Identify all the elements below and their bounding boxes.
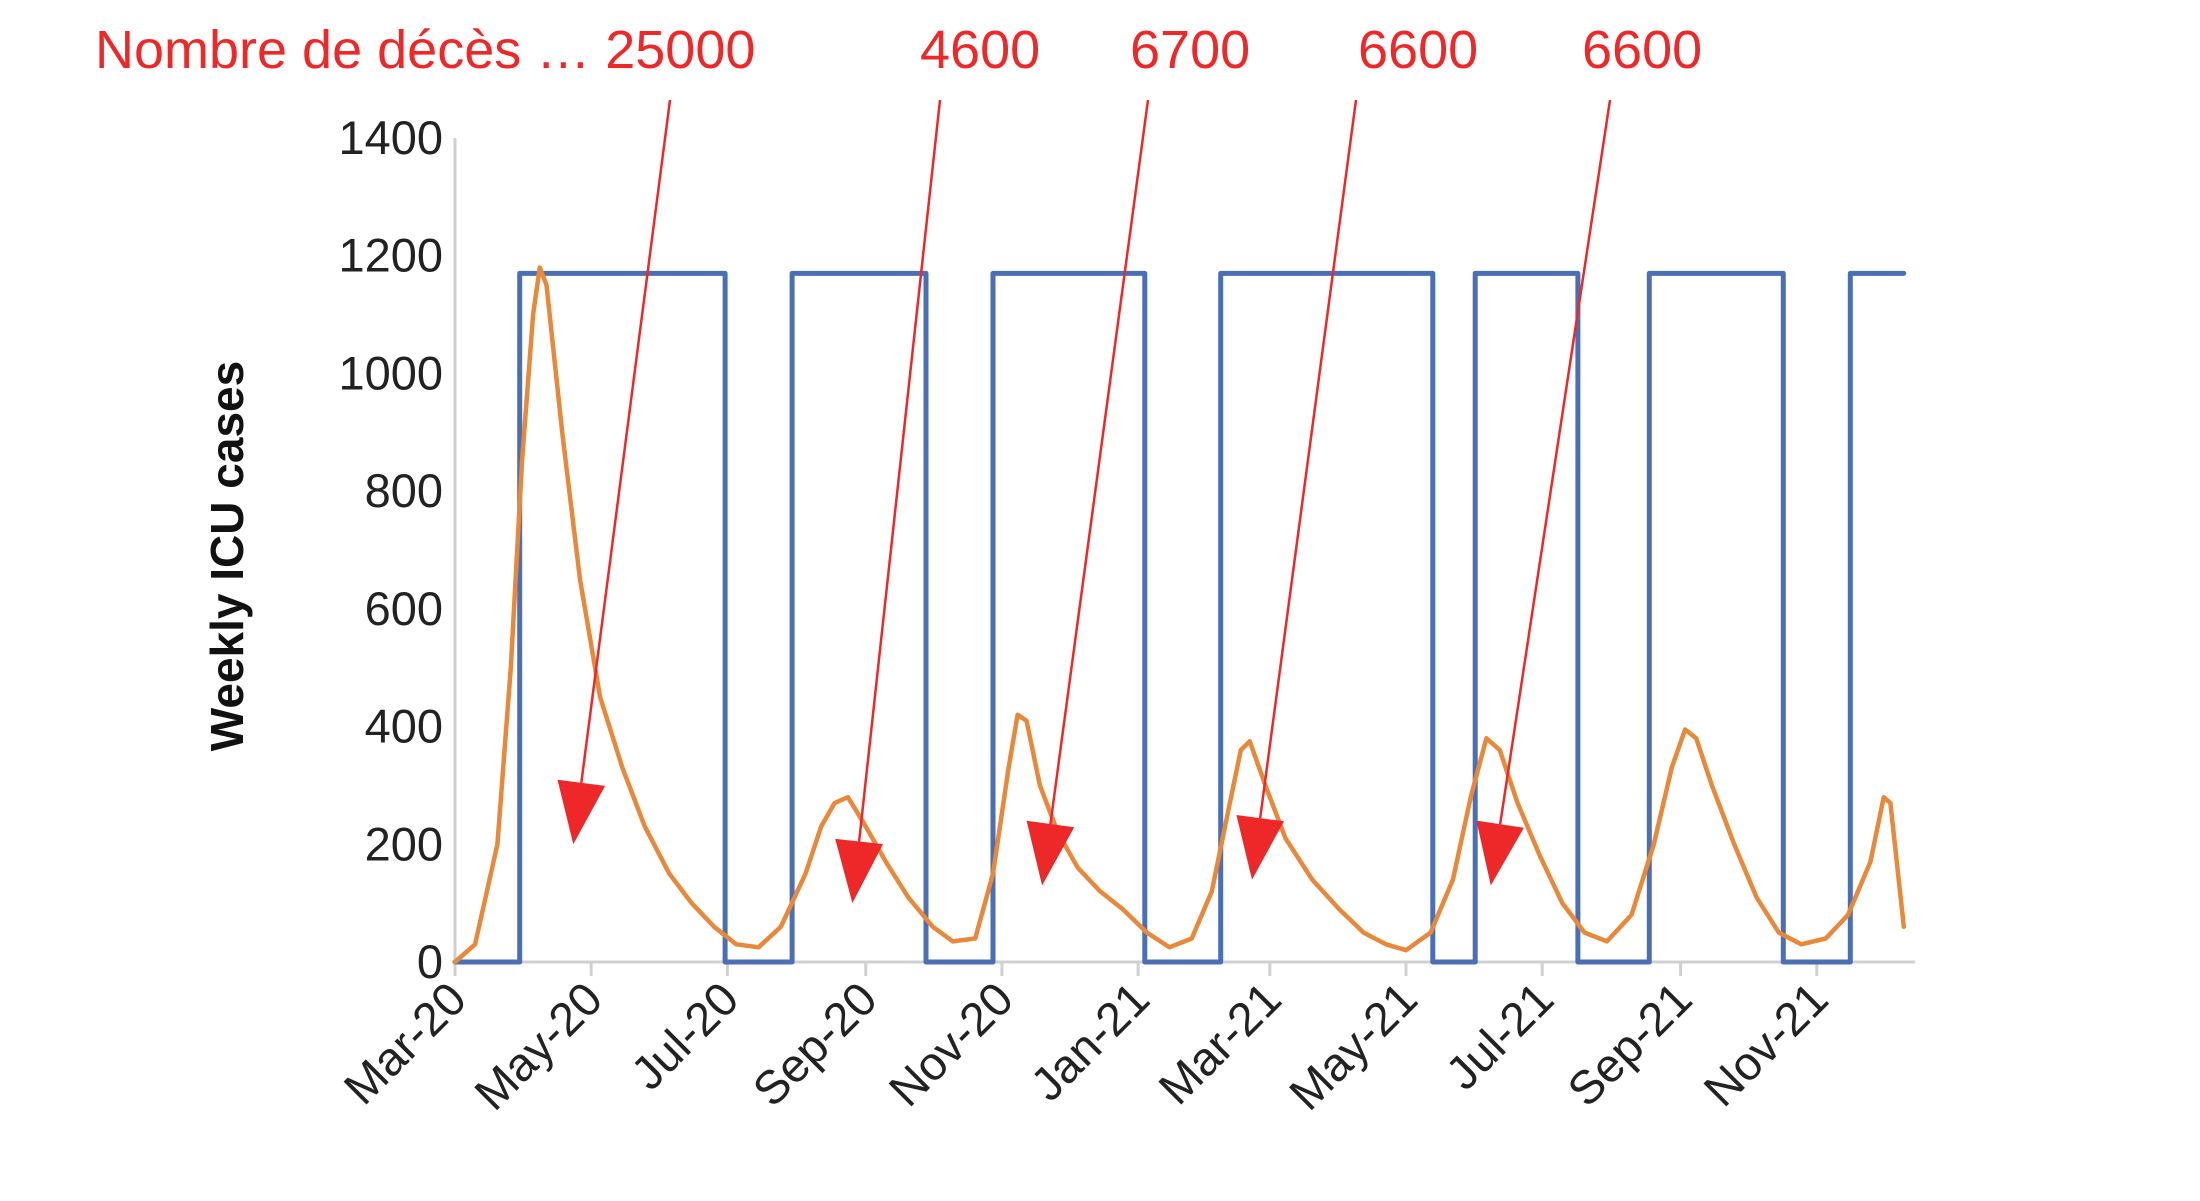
y-tick-label: 600 xyxy=(365,582,443,635)
series-step-line xyxy=(452,270,1907,965)
x-tick-label: May-20 xyxy=(464,972,612,1120)
x-tick-label: Jul-20 xyxy=(620,972,748,1100)
annotation-arrowhead xyxy=(1476,820,1524,886)
annotation-arrow-line xyxy=(1258,99,1358,819)
annotation-label: 6700 xyxy=(1130,20,1250,80)
annotation-arrow-line xyxy=(580,99,672,783)
series-line xyxy=(452,265,1907,965)
x-tick-label: Mar-20 xyxy=(333,972,476,1115)
y-tick-label: 400 xyxy=(365,700,443,753)
x-tick-label: May-21 xyxy=(1279,972,1427,1120)
x-tick-label: Jan-21 xyxy=(1020,972,1159,1111)
y-tick-label: 200 xyxy=(365,817,443,870)
y-axis-tick-labels: 0 200 400 600 800 1000 1200 1400 xyxy=(338,111,443,988)
annotation-arrow-line xyxy=(1049,99,1150,825)
annotation-label: Nombre de décès … 25000 xyxy=(95,20,755,80)
y-tick-label: 1200 xyxy=(338,229,443,282)
annotation-label: 4600 xyxy=(920,20,1040,80)
x-tick-label: Mar-21 xyxy=(1148,972,1291,1115)
annotation-arrowhead xyxy=(1026,820,1075,886)
series-layer xyxy=(452,265,1907,965)
y-tick-label: 1000 xyxy=(338,346,443,399)
x-tick-label: Nov-21 xyxy=(1693,972,1838,1117)
x-tick-label: Sep-20 xyxy=(742,972,887,1117)
annotation-arrowhead xyxy=(1236,815,1284,880)
annotation-arrow-line xyxy=(1498,99,1612,825)
annotation-arrowhead xyxy=(835,838,883,904)
annotation-arrow-line xyxy=(857,99,942,842)
x-tick-label: Nov-20 xyxy=(878,972,1023,1117)
y-tick-label: 0 xyxy=(417,935,443,988)
annotation-label: 6600 xyxy=(1358,20,1478,80)
annotation-arrowhead xyxy=(557,779,606,845)
annotation-layer: Nombre de décès … 25000 4600 6700 6600 6600 xyxy=(95,20,1702,904)
y-tick-label: 800 xyxy=(365,464,443,517)
y-tick-label: 1400 xyxy=(338,111,443,164)
y-axis-label: Weekly ICU cases xyxy=(201,361,253,751)
annotation-label: 6600 xyxy=(1582,20,1702,80)
x-tick-label: Sep-21 xyxy=(1557,972,1702,1117)
x-tick-label: Jul-21 xyxy=(1435,972,1563,1100)
